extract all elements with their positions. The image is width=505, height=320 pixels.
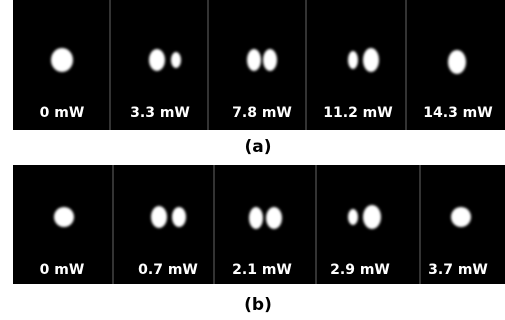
beam-spot xyxy=(172,207,186,227)
power-label: 3.7 mW xyxy=(428,262,488,278)
beam-spot xyxy=(448,50,466,74)
beam-spot xyxy=(249,207,263,229)
power-label: 3.3 mW xyxy=(130,105,190,121)
beam-spot xyxy=(363,48,379,72)
panel-caption: (b) xyxy=(244,295,272,315)
power-label: 14.3 mW xyxy=(423,105,492,121)
power-label: 11.2 mW xyxy=(323,105,392,121)
power-label: 0 mW xyxy=(40,105,85,121)
page: 0 mW 3.3 mW 7.8 mW 11.2 mW 14.3 mW (a) 0 mW 0.7… xyxy=(0,0,505,320)
beam-spot xyxy=(451,207,471,227)
beam-spot xyxy=(151,206,167,228)
power-label: 0 mW xyxy=(40,262,85,278)
beam-spot xyxy=(348,51,358,69)
power-label: 2.9 mW xyxy=(330,262,390,278)
beam-spot xyxy=(51,48,73,72)
beam-spot xyxy=(348,209,358,225)
figure: 0 mW 3.3 mW 7.8 mW 11.2 mW 14.3 mW (a) 0 mW 0.7… xyxy=(0,0,505,320)
beam-spot xyxy=(263,49,277,71)
beam-spot xyxy=(54,207,74,227)
beam-spot xyxy=(363,205,381,229)
beam-spot xyxy=(149,49,165,71)
panel-caption: (a) xyxy=(244,137,271,157)
power-label: 2.1 mW xyxy=(232,262,292,278)
beam-spot xyxy=(247,49,261,71)
power-label: 0.7 mW xyxy=(138,262,198,278)
beam-spot xyxy=(266,207,282,229)
beam-spot xyxy=(171,52,181,68)
power-label: 7.8 mW xyxy=(232,105,292,121)
